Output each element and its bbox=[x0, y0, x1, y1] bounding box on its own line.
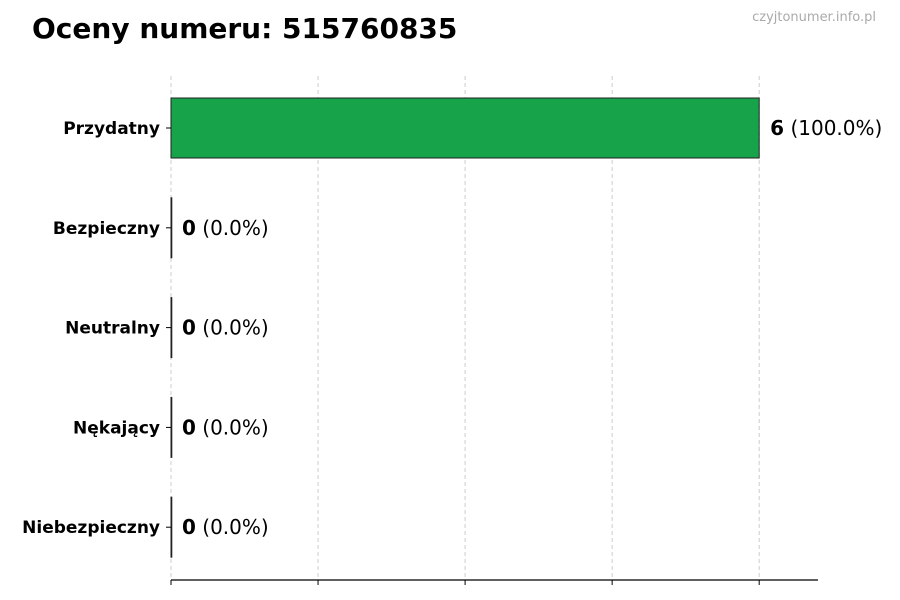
bar bbox=[170, 396, 173, 458]
watermark: czyjtonumer.info.pl bbox=[752, 10, 876, 25]
data-label-percent: (0.0%) bbox=[196, 316, 269, 340]
data-label-percent: (100.0%) bbox=[784, 116, 882, 140]
data-label: 0 (0.0%) bbox=[182, 316, 269, 340]
data-label: 0 (0.0%) bbox=[182, 515, 269, 539]
data-label: 6 (100.0%) bbox=[770, 116, 882, 140]
data-label: 0 (0.0%) bbox=[182, 415, 269, 439]
data-label-percent: (0.0%) bbox=[196, 415, 269, 439]
data-label-count: 0 bbox=[182, 216, 196, 240]
bar bbox=[170, 297, 173, 359]
bar bbox=[170, 97, 760, 159]
data-label-count: 0 bbox=[182, 515, 196, 539]
data-label-percent: (0.0%) bbox=[196, 216, 269, 240]
category-label: Neutralny bbox=[65, 319, 160, 339]
bar bbox=[170, 197, 173, 259]
category-label: Niebezpieczny bbox=[22, 518, 160, 538]
chart-title: Oceny numeru: 515760835 bbox=[32, 12, 458, 45]
bar bbox=[170, 496, 173, 558]
data-label: 0 (0.0%) bbox=[182, 216, 269, 240]
data-label-count: 0 bbox=[182, 415, 196, 439]
data-label-percent: (0.0%) bbox=[196, 515, 269, 539]
data-label-count: 6 bbox=[770, 116, 784, 140]
category-label: Przydatny bbox=[63, 119, 160, 139]
data-label-count: 0 bbox=[182, 316, 196, 340]
category-label: Bezpieczny bbox=[53, 219, 160, 239]
category-label: Nękający bbox=[73, 418, 160, 438]
